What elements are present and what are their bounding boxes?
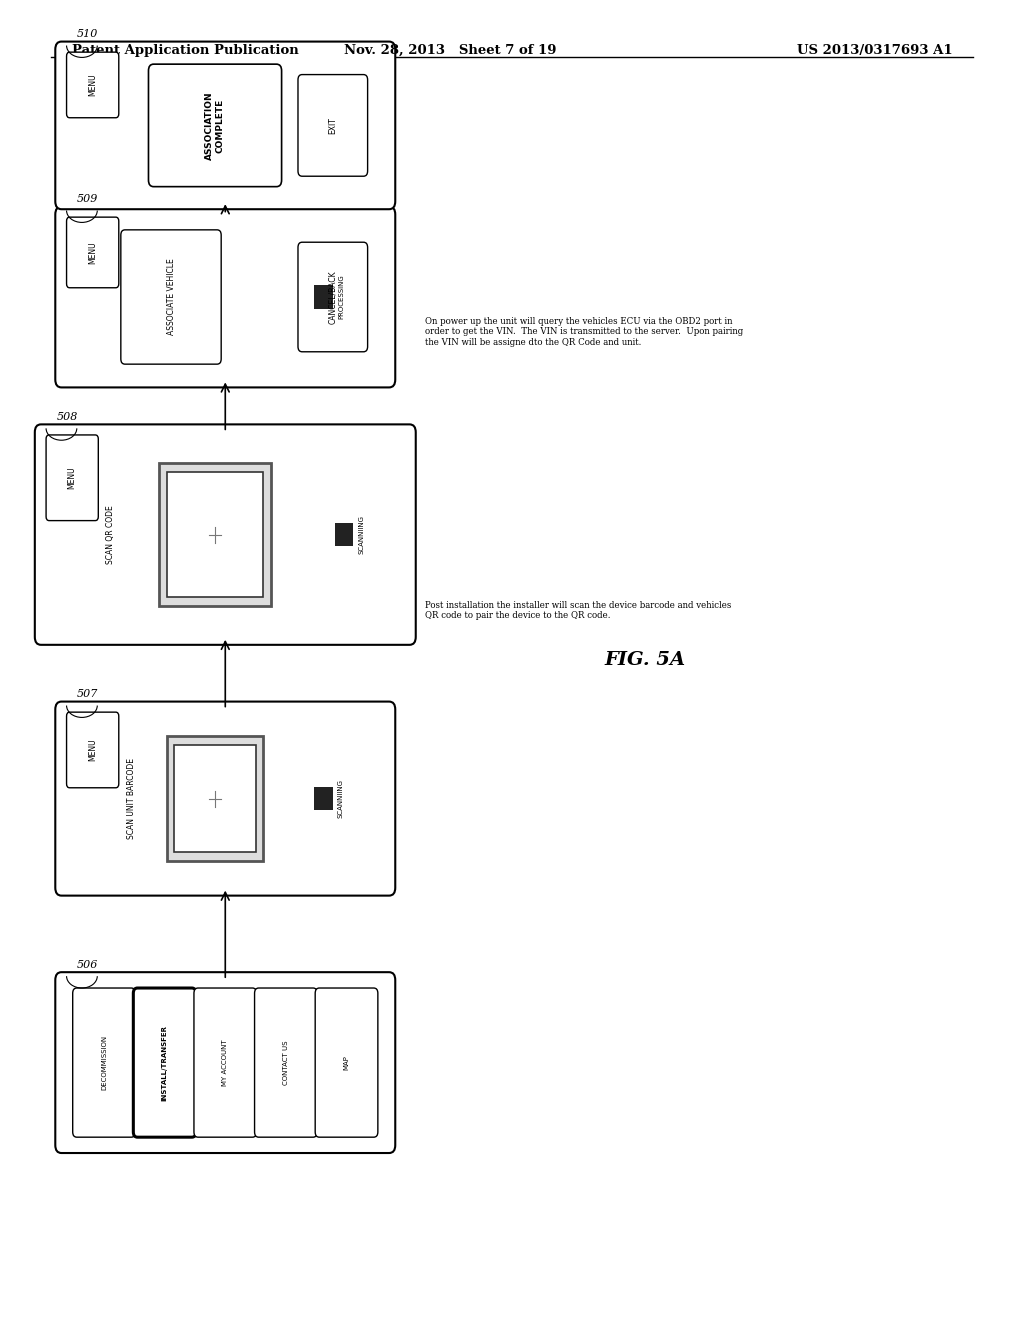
FancyBboxPatch shape [133,987,196,1137]
Text: EXIT: EXIT [329,117,337,133]
FancyBboxPatch shape [335,523,353,546]
Text: MENU: MENU [88,74,97,96]
Text: FIG. 5A: FIG. 5A [604,651,686,669]
Text: 507: 507 [77,689,98,700]
FancyBboxPatch shape [55,206,395,388]
Text: PROCESSING: PROCESSING [338,275,344,319]
FancyBboxPatch shape [167,737,263,861]
Text: US 2013/0317693 A1: US 2013/0317693 A1 [797,44,952,57]
Text: 508: 508 [56,412,78,422]
Text: MAP: MAP [343,1055,349,1071]
Text: DECOMMISSION: DECOMMISSION [101,1035,108,1090]
FancyBboxPatch shape [174,746,256,851]
Text: 506: 506 [77,960,98,969]
Text: INSTALL/TRANSFER: INSTALL/TRANSFER [162,1024,168,1101]
Text: SCANNIING: SCANNIING [338,779,344,818]
Text: MENU: MENU [88,739,97,762]
Text: SCAN QR CODE: SCAN QR CODE [106,506,115,564]
Text: MY ACCOUNT: MY ACCOUNT [222,1039,228,1086]
Text: Patent Application Publication: Patent Application Publication [72,44,298,57]
FancyBboxPatch shape [148,65,282,186]
FancyBboxPatch shape [255,987,317,1137]
FancyBboxPatch shape [55,972,395,1154]
Text: On power up the unit will query the vehicles ECU via the OBD2 port in
order to g: On power up the unit will query the vehi… [425,317,743,347]
FancyBboxPatch shape [67,713,119,788]
FancyBboxPatch shape [298,74,368,177]
Text: CANCEL/BACK: CANCEL/BACK [329,271,337,323]
FancyBboxPatch shape [73,987,135,1137]
FancyBboxPatch shape [315,987,378,1137]
FancyBboxPatch shape [167,473,263,597]
Text: SCANNIING: SCANNIING [358,515,365,554]
FancyBboxPatch shape [35,425,416,645]
FancyBboxPatch shape [55,41,395,209]
Text: CONTACT US: CONTACT US [283,1040,289,1085]
FancyBboxPatch shape [67,216,119,288]
Text: Post installation the installer will scan the device barcode and vehicles
QR cod: Post installation the installer will sca… [425,601,731,620]
Text: ASSOCIATION
COMPLETE: ASSOCIATION COMPLETE [206,91,224,160]
FancyBboxPatch shape [314,787,333,810]
FancyBboxPatch shape [121,230,221,364]
FancyBboxPatch shape [67,51,119,117]
Text: 509: 509 [77,194,98,205]
FancyBboxPatch shape [46,436,98,520]
Text: MENU: MENU [88,242,97,264]
FancyBboxPatch shape [314,285,333,309]
FancyBboxPatch shape [194,987,257,1137]
Text: SCAN UNIT BARCODE: SCAN UNIT BARCODE [127,758,135,840]
FancyBboxPatch shape [55,702,395,895]
Text: MENU: MENU [68,466,77,490]
Text: 510: 510 [77,29,98,40]
FancyBboxPatch shape [160,463,270,606]
Text: ASSOCIATE VEHICLE: ASSOCIATE VEHICLE [167,259,175,335]
Text: Nov. 28, 2013   Sheet 7 of 19: Nov. 28, 2013 Sheet 7 of 19 [344,44,557,57]
FancyBboxPatch shape [298,243,368,351]
